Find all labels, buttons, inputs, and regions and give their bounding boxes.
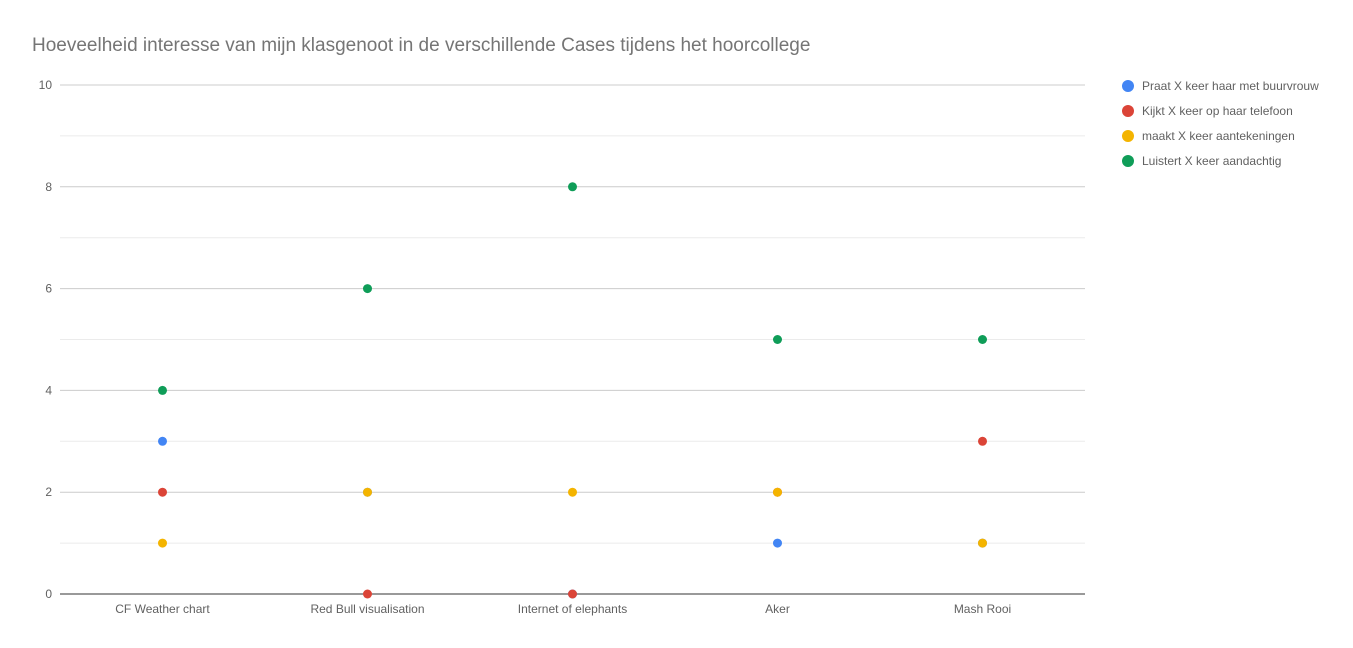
legend-item[interactable]: Praat X keer haar met buurvrouw	[1122, 79, 1319, 93]
legend[interactable]: Praat X keer haar met buurvrouw Kijkt X k…	[1122, 79, 1319, 168]
legend-label: maakt X keer aantekeningen	[1142, 129, 1295, 143]
data-point	[158, 538, 167, 548]
y-tick-label: 8	[45, 180, 52, 194]
y-tick-label: 10	[39, 78, 53, 92]
data-point	[363, 284, 372, 294]
legend-marker-icon	[1122, 155, 1134, 167]
axes: 0 2 4 6 8 10 CF Weather chart Red Bull visualis…	[39, 78, 1085, 616]
data-point	[773, 538, 782, 548]
legend-item[interactable]: maakt X keer aantekeningen	[1122, 129, 1295, 143]
x-tick-label: Red Bull visualisation	[310, 602, 424, 616]
data-point	[773, 487, 782, 497]
data-point	[568, 589, 577, 599]
legend-label: Kijkt X keer op haar telefoon	[1142, 104, 1293, 118]
y-tick-label: 0	[45, 587, 52, 601]
y-tick-label: 4	[45, 383, 52, 397]
legend-marker-icon	[1122, 130, 1134, 142]
y-tick-label: 6	[45, 282, 52, 296]
y-tick-label: 2	[45, 485, 52, 499]
legend-label: Praat X keer haar met buurvrouw	[1142, 79, 1319, 93]
legend-label: Luistert X keer aandachtig	[1142, 154, 1281, 168]
data-point	[773, 335, 782, 344]
data-point	[363, 487, 372, 497]
data-points	[158, 182, 987, 599]
data-point	[363, 589, 372, 599]
x-tick-label: Mash Rooi	[954, 602, 1011, 616]
legend-marker-icon	[1122, 80, 1134, 92]
data-point	[568, 182, 577, 192]
data-point	[978, 538, 987, 548]
gridlines	[60, 84, 1085, 544]
x-tick-label: CF Weather chart	[115, 602, 210, 616]
data-point	[158, 436, 167, 446]
legend-item[interactable]: Luistert X keer aandachtig	[1122, 154, 1281, 168]
legend-marker-icon	[1122, 105, 1134, 117]
chart-title: Hoeveelheid interesse van mijn klasgenoo…	[32, 35, 810, 56]
data-point	[568, 487, 577, 497]
x-tick-label: Aker	[765, 602, 790, 616]
data-point	[978, 335, 987, 344]
data-point	[158, 385, 167, 395]
legend-item[interactable]: Kijkt X keer op haar telefoon	[1122, 104, 1293, 118]
data-point	[158, 487, 167, 497]
x-tick-label: Internet of elephants	[518, 602, 627, 616]
data-point	[978, 436, 987, 446]
